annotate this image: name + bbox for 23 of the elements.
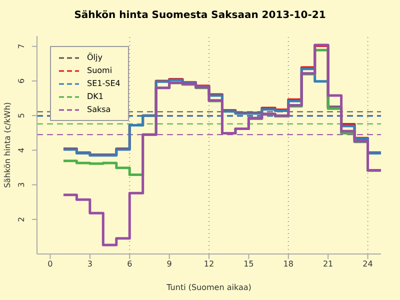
y-tick-label: 5	[17, 113, 26, 118]
x-tick-label: 9	[166, 260, 172, 269]
legend-label: Suomi	[87, 66, 112, 75]
x-tick-label: 18	[283, 260, 294, 269]
x-tick-label: 24	[362, 260, 373, 269]
legend-label: Öljy	[87, 53, 102, 62]
x-tick-label: 0	[48, 260, 53, 269]
y-tick-label: 7	[17, 44, 26, 49]
legend-label: SE1-SE4	[87, 79, 120, 88]
x-tick-label: 12	[204, 260, 214, 269]
y-tick-label: 3	[17, 182, 26, 188]
legend-label: DK1	[87, 92, 104, 101]
x-tick-label: 3	[87, 260, 92, 269]
legend-label: Saksa	[87, 105, 111, 114]
x-axis-title: Tunti (Suomen aikaa)	[166, 283, 252, 292]
y-tick-label: 2	[17, 216, 26, 222]
y-axis-title: Sähkön hinta (c/kWh)	[2, 102, 12, 188]
chart-title: Sähkön hinta Suomesta Saksaan 2013-10-21	[73, 10, 327, 21]
x-tick-label: 21	[322, 260, 334, 269]
y-tick-label: 4	[17, 148, 26, 153]
x-tick-label: 15	[244, 260, 254, 269]
y-tick-label: 6	[17, 78, 26, 84]
x-tick-label: 6	[127, 260, 132, 269]
